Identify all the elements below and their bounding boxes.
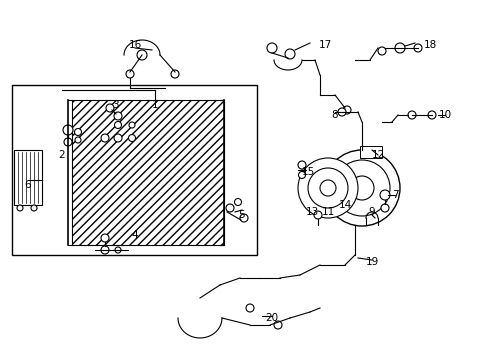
Circle shape xyxy=(413,44,421,52)
Bar xyxy=(72,100,224,245)
Circle shape xyxy=(240,214,247,222)
Circle shape xyxy=(313,211,321,219)
Circle shape xyxy=(337,108,346,116)
Circle shape xyxy=(128,135,135,141)
Text: 1: 1 xyxy=(151,100,158,110)
Circle shape xyxy=(245,304,253,312)
Text: 12: 12 xyxy=(370,150,384,160)
Text: 18: 18 xyxy=(423,40,436,50)
Circle shape xyxy=(394,43,404,53)
Text: 5: 5 xyxy=(238,210,245,220)
Circle shape xyxy=(377,47,385,55)
Text: 14: 14 xyxy=(338,200,351,210)
Text: 7: 7 xyxy=(391,190,398,200)
Circle shape xyxy=(114,134,122,142)
Circle shape xyxy=(380,204,388,212)
Circle shape xyxy=(266,43,276,53)
Circle shape xyxy=(298,171,305,179)
Circle shape xyxy=(101,246,109,254)
Circle shape xyxy=(349,176,373,200)
Circle shape xyxy=(379,190,389,200)
Circle shape xyxy=(31,205,37,211)
Circle shape xyxy=(129,122,135,128)
Text: 6: 6 xyxy=(24,180,31,190)
Circle shape xyxy=(101,134,109,142)
Bar xyxy=(12,85,257,255)
Circle shape xyxy=(75,137,81,143)
Text: 17: 17 xyxy=(318,40,331,50)
Circle shape xyxy=(126,70,134,78)
Circle shape xyxy=(114,122,121,129)
Circle shape xyxy=(427,111,435,119)
Circle shape xyxy=(319,180,335,196)
Circle shape xyxy=(64,138,72,146)
Circle shape xyxy=(137,50,147,60)
Circle shape xyxy=(74,129,81,135)
Text: 19: 19 xyxy=(365,257,378,267)
Circle shape xyxy=(324,150,399,226)
Circle shape xyxy=(297,161,305,169)
Text: 13: 13 xyxy=(305,207,318,217)
Text: 15: 15 xyxy=(301,167,314,177)
Circle shape xyxy=(342,106,350,114)
Circle shape xyxy=(407,111,415,119)
Circle shape xyxy=(297,158,357,218)
Text: 2: 2 xyxy=(59,150,65,160)
Circle shape xyxy=(114,112,122,120)
Circle shape xyxy=(225,204,234,212)
Bar xyxy=(14,150,42,205)
Text: 3: 3 xyxy=(111,100,118,110)
Text: 20: 20 xyxy=(265,313,278,323)
Bar xyxy=(359,146,381,158)
Circle shape xyxy=(106,104,114,112)
Circle shape xyxy=(171,70,179,78)
Text: 11: 11 xyxy=(321,207,334,217)
Circle shape xyxy=(307,168,347,208)
Text: 4: 4 xyxy=(131,230,138,240)
Circle shape xyxy=(101,234,109,242)
Circle shape xyxy=(17,205,23,211)
Circle shape xyxy=(333,160,389,216)
Circle shape xyxy=(234,198,241,206)
Circle shape xyxy=(285,49,294,59)
Text: 16: 16 xyxy=(128,40,142,50)
Text: 9: 9 xyxy=(368,207,375,217)
Text: 10: 10 xyxy=(438,110,450,120)
Circle shape xyxy=(115,247,121,253)
Circle shape xyxy=(273,321,282,329)
Text: 8: 8 xyxy=(331,110,338,120)
Circle shape xyxy=(63,125,73,135)
